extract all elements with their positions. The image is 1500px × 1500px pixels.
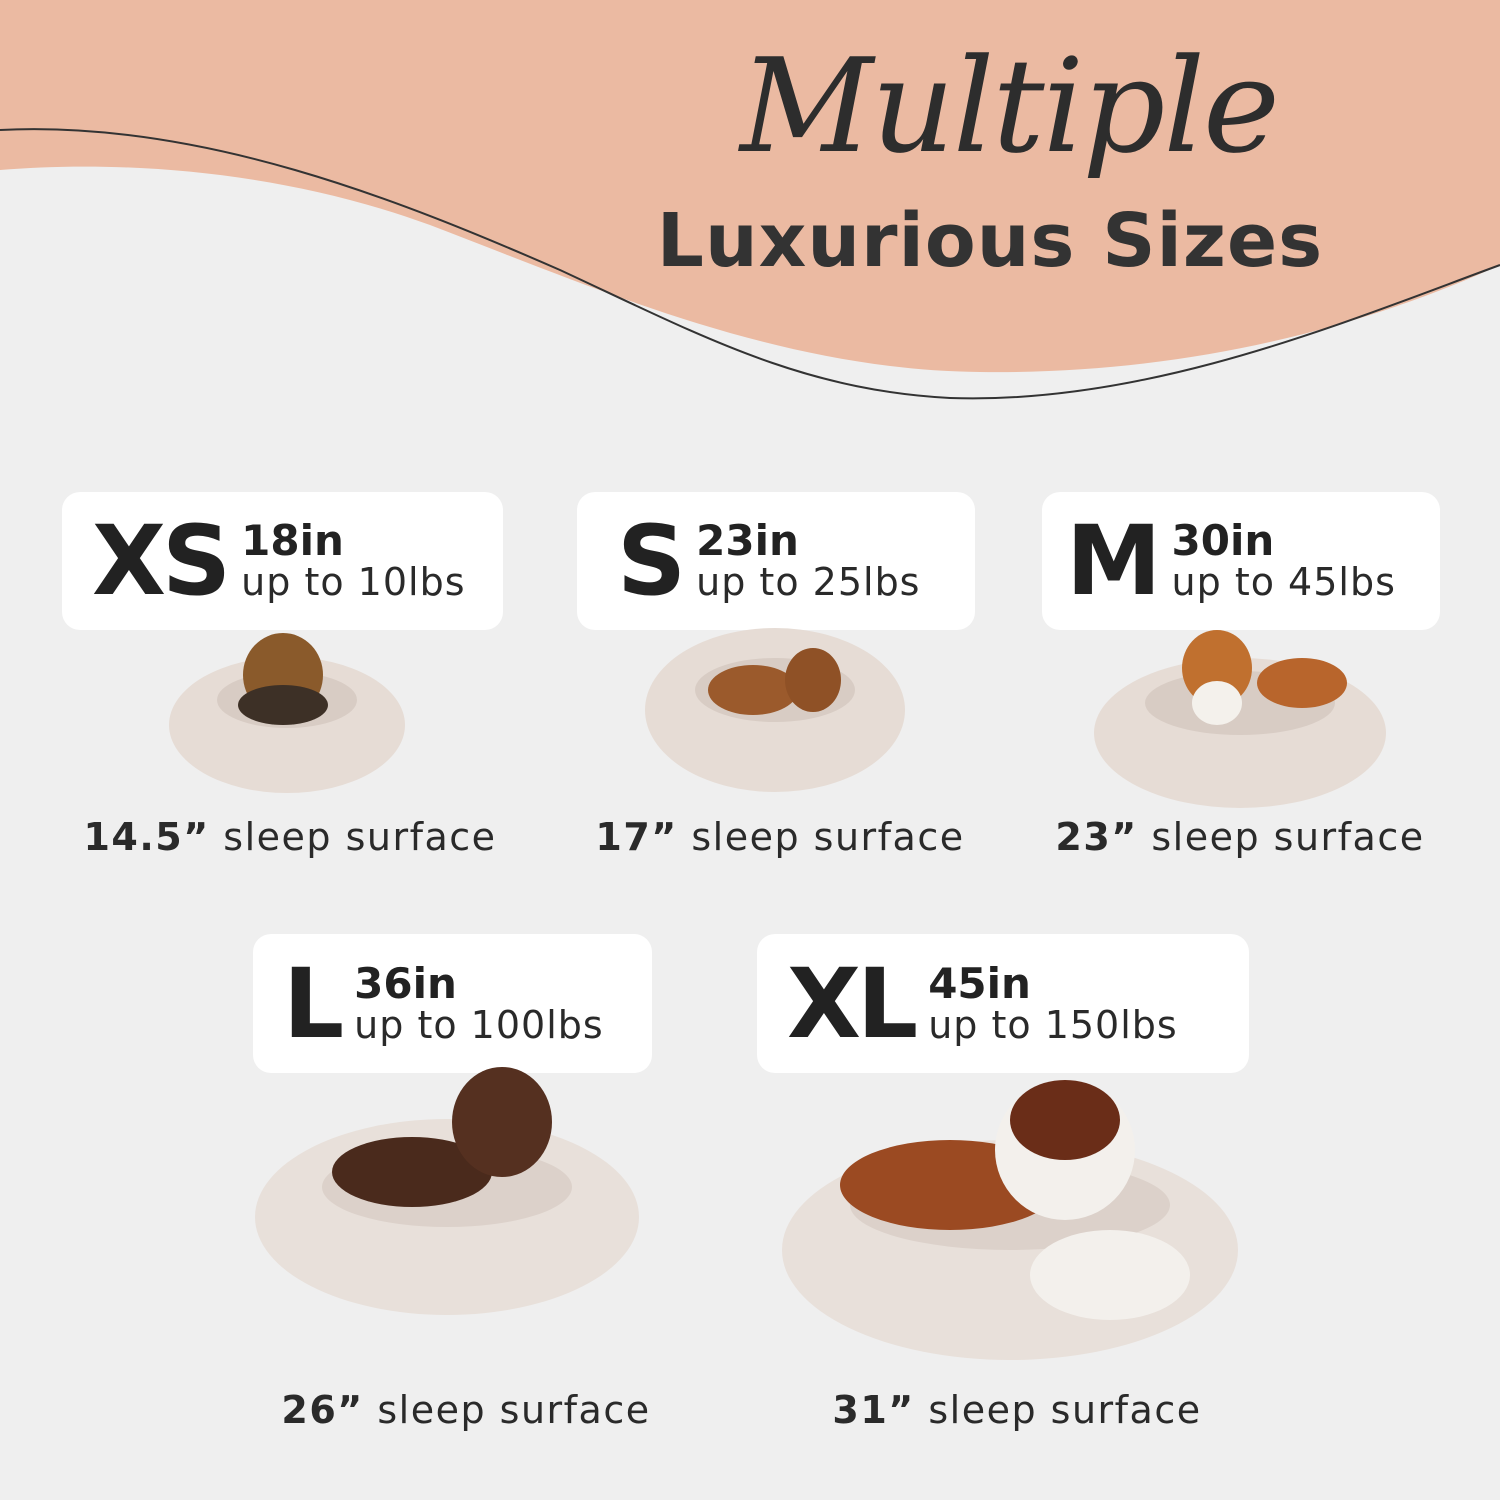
surface-value: 23” — [1055, 815, 1138, 859]
diameter: 36in — [354, 958, 457, 1008]
sleep-surface-m: 23” sleep surface — [1010, 815, 1470, 859]
surface-label: sleep surface — [691, 815, 965, 859]
size-label: XS — [92, 505, 231, 617]
bed-l-image — [255, 1067, 639, 1315]
bed-s-image — [645, 628, 905, 792]
size-card-m: M 30in up to 45lbs — [1042, 492, 1440, 630]
surface-value: 26” — [281, 1388, 364, 1432]
weight-limit: up to 10lbs — [241, 560, 466, 605]
size-label: S — [617, 505, 686, 617]
sleep-surface-s: 17” sleep surface — [550, 815, 1010, 859]
size-card-s: S 23in up to 25lbs — [577, 492, 975, 630]
bed-xs-image — [169, 633, 405, 793]
diameter: 45in — [928, 958, 1031, 1008]
size-label: XL — [787, 947, 918, 1060]
surface-label: sleep surface — [1151, 815, 1425, 859]
sleep-surface-xl: 31” sleep surface — [787, 1388, 1247, 1432]
sleep-surface-l: 26” sleep surface — [236, 1388, 696, 1432]
size-card-xs: XS 18in up to 10lbs — [62, 492, 503, 630]
bed-m-image — [1094, 630, 1386, 808]
diameter: 30in — [1171, 516, 1275, 565]
weight-limit: up to 45lbs — [1171, 560, 1396, 605]
surface-value: 31” — [832, 1388, 915, 1432]
size-card-l: L 36in up to 100lbs — [253, 934, 652, 1073]
surface-label: sleep surface — [928, 1388, 1202, 1432]
surface-value: 17” — [595, 815, 678, 859]
surface-value: 14.5” — [83, 815, 210, 859]
diameter: 23in — [696, 516, 799, 565]
weight-limit: up to 100lbs — [354, 1002, 604, 1047]
diameter: 18in — [241, 516, 344, 565]
size-label: L — [283, 947, 344, 1060]
surface-label: sleep surface — [377, 1388, 651, 1432]
title-script: Multiple — [740, 30, 1280, 182]
size-label: M — [1066, 505, 1162, 617]
size-card-xl: XL 45in up to 150lbs — [757, 934, 1249, 1073]
surface-label: sleep surface — [223, 815, 497, 859]
bed-xl-image — [782, 1080, 1238, 1360]
sleep-surface-xs: 14.5” sleep surface — [60, 815, 520, 859]
weight-limit: up to 150lbs — [928, 1002, 1178, 1047]
weight-limit: up to 25lbs — [696, 560, 921, 605]
page-title: Luxurious Sizes — [656, 198, 1324, 284]
